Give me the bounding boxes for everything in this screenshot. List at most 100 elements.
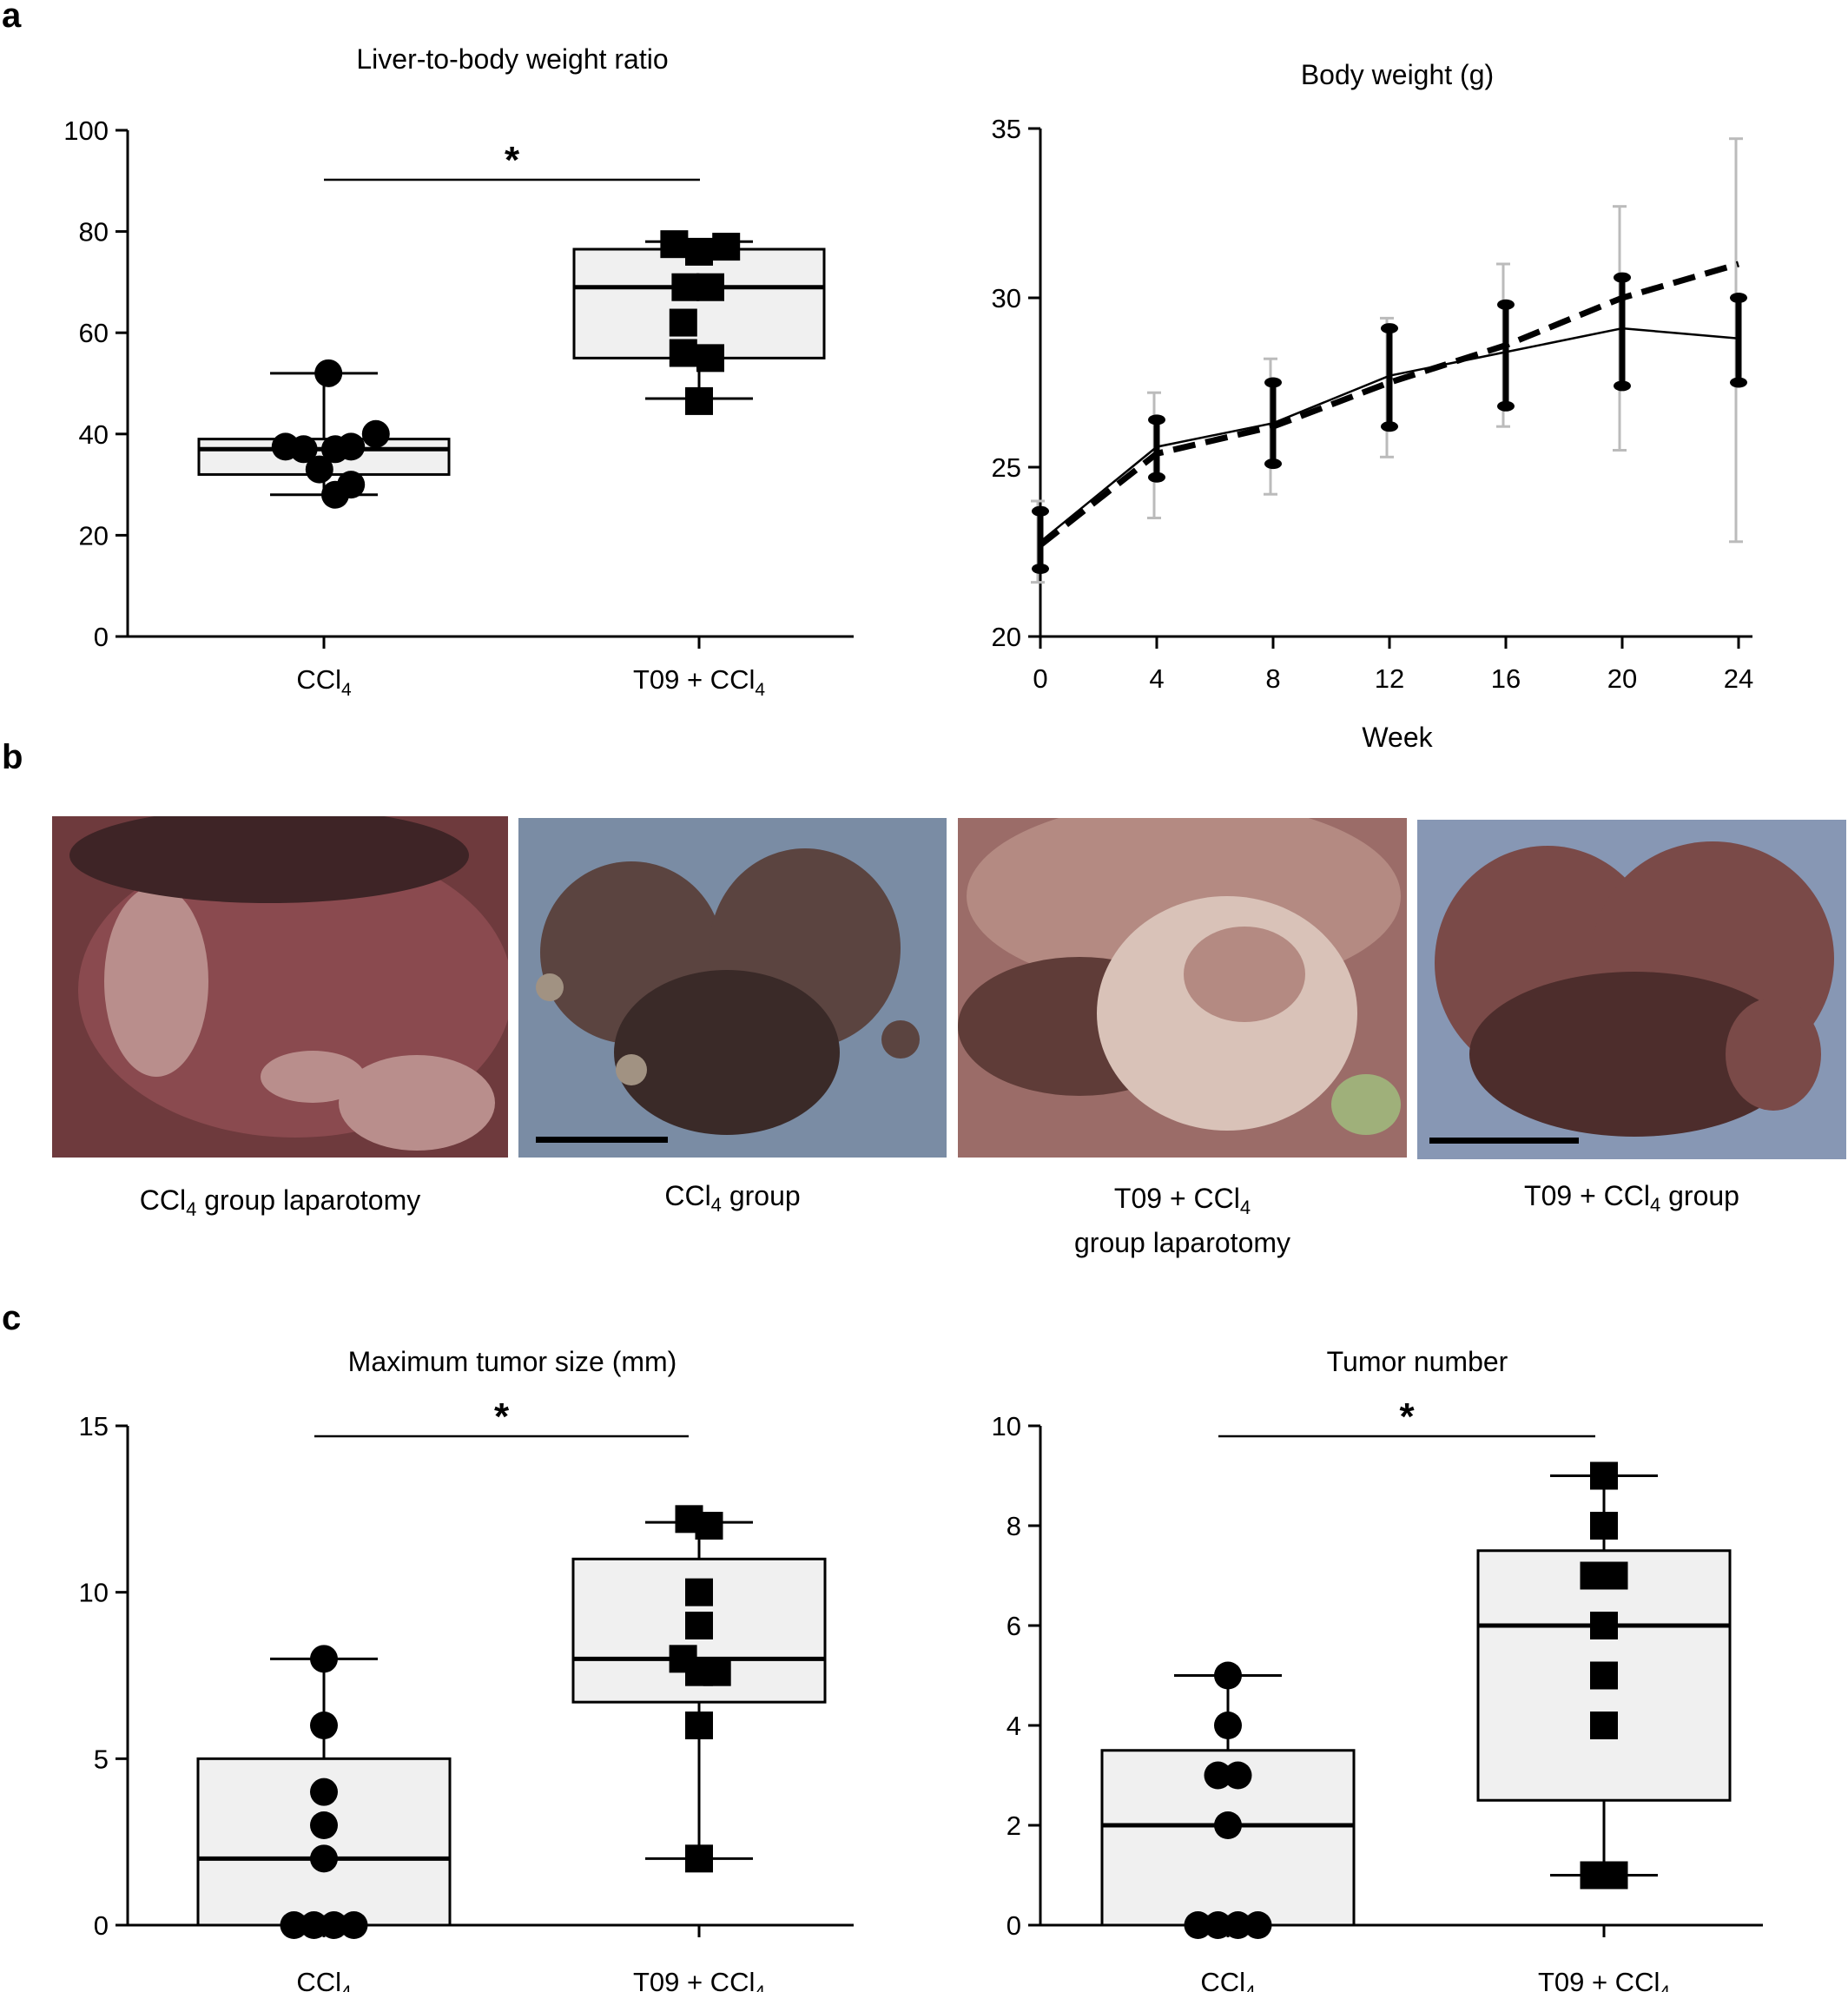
data-point [1184, 1911, 1212, 1939]
significance-star: * [505, 139, 520, 181]
data-point [289, 435, 318, 464]
data-point [300, 1911, 328, 1939]
y-tick-label: 10 [992, 1411, 1021, 1441]
data-point [305, 455, 333, 484]
photo-ccl4-group [518, 818, 947, 1158]
y-tick-label: 5 [94, 1744, 109, 1774]
x-tick-label: CCl4 [296, 1967, 352, 1992]
data-point [1214, 1811, 1242, 1839]
x-tick-label: 20 [1607, 663, 1637, 694]
x-tick-label: 24 [1724, 663, 1753, 694]
y-tick-label: 60 [79, 318, 109, 348]
body-weight-chart: 20 25 30 35 0 4 8 12 16 20 24 Body weight (g) Week [992, 59, 1754, 753]
error-cap-dashed [1497, 400, 1515, 412]
chart-title: Maximum tumor size (mm) [348, 1346, 677, 1377]
x-tick-label: T09 + CCl4 [633, 1967, 765, 1992]
y-tick-label: 0 [94, 1910, 109, 1941]
photo-t09-group [1417, 820, 1846, 1159]
data-point [1590, 1512, 1618, 1540]
data-point [314, 359, 343, 387]
error-cap-dashed [1032, 505, 1049, 517]
scale-bar [1429, 1138, 1579, 1144]
series-line-dashed [1038, 261, 1739, 548]
x-tick-label: CCl4 [296, 664, 352, 700]
data-point [695, 1512, 723, 1540]
data-point [1224, 1911, 1252, 1939]
data-point [1214, 1712, 1242, 1739]
error-cap-dashed [1148, 414, 1165, 425]
x-tick-label: 16 [1491, 663, 1521, 694]
caption-ccl4-laparotomy: CCl4 group laparotomy [139, 1184, 421, 1220]
data-point [685, 1578, 713, 1606]
caption-ccl4-group: CCl4 group [664, 1180, 801, 1216]
data-point [660, 230, 689, 259]
caption-t09-laparotomy: T09 + CCl4 group laparotomy [1073, 1183, 1291, 1258]
data-point [685, 1844, 713, 1873]
y-tick-label: 10 [79, 1578, 109, 1608]
data-point [1244, 1911, 1272, 1939]
data-point [696, 273, 724, 301]
tumor-size-chart: 0 5 10 15 Maximum tumor size (mm) CCl4 T09 + C… [79, 1346, 854, 1992]
y-tick-label: 8 [1006, 1511, 1021, 1541]
panel-label-a: a [2, 0, 22, 35]
data-point [1600, 1861, 1628, 1890]
y-tick-label: 15 [79, 1411, 109, 1441]
x-tick-label: 12 [1375, 663, 1404, 694]
error-cap-dashed [1264, 458, 1282, 470]
data-point [310, 1844, 338, 1873]
data-point [280, 1911, 308, 1939]
data-point [669, 339, 697, 367]
data-point [703, 1658, 731, 1686]
error-cap-dashed [1264, 377, 1282, 388]
data-point [685, 237, 713, 266]
data-point [1590, 1461, 1618, 1490]
x-tick-label: T09 + CCl4 [1538, 1967, 1670, 1992]
x-tick-label: 4 [1149, 663, 1164, 694]
data-point [310, 1778, 338, 1806]
y-tick-label: 20 [79, 520, 109, 551]
error-cap-dashed [1381, 323, 1398, 334]
data-point [671, 273, 700, 301]
data-point [361, 419, 390, 448]
x-tick-label: T09 + CCl4 [633, 664, 765, 700]
error-cap-dashed [1730, 293, 1747, 303]
y-tick-label: 6 [1006, 1611, 1021, 1641]
data-point [669, 308, 697, 337]
y-tick-label: 80 [79, 217, 109, 247]
panel-label-b: b [2, 738, 23, 776]
photo-t09-laparotomy [958, 818, 1407, 1158]
data-point [685, 386, 713, 415]
data-point [696, 344, 724, 373]
error-cap-dashed [1381, 421, 1398, 432]
x-tick-label: 8 [1265, 663, 1280, 694]
error-cap-dashed [1730, 377, 1747, 388]
error-cap-dashed [1614, 380, 1631, 392]
data-point [1590, 1712, 1618, 1739]
y-tick-label: 0 [94, 622, 109, 652]
error-cap-dashed [1614, 272, 1631, 283]
y-tick-label: 4 [1006, 1711, 1021, 1741]
data-point [1600, 1561, 1628, 1590]
data-point [1214, 1661, 1242, 1690]
data-point [310, 1811, 338, 1839]
data-point [685, 1612, 713, 1639]
caption-t09-group: T09 + CCl4 group [1524, 1180, 1739, 1216]
series-line-solid [1040, 327, 1739, 543]
photo-ccl4-laparotomy-image [52, 816, 508, 1158]
y-tick-label: 25 [992, 452, 1021, 483]
data-point [1204, 1761, 1232, 1790]
axes: 0 5 10 15 [79, 1411, 854, 1941]
scale-bar [536, 1137, 668, 1143]
x-tick-label: CCl4 [1200, 1967, 1256, 1992]
x-axis-label: Week [1362, 722, 1433, 753]
photo-ccl4-laparotomy [52, 816, 508, 1158]
data-point [685, 1712, 713, 1739]
significance-star: * [1399, 1395, 1415, 1438]
data-point [320, 1911, 348, 1939]
tumor-number-chart: 0 2 4 6 8 10 Tumor number CCl4 T09 + CCl4 * [992, 1346, 1763, 1992]
data-point [337, 471, 366, 499]
y-tick-label: 20 [992, 622, 1021, 652]
data-point [310, 1645, 338, 1673]
chart-title: Tumor number [1327, 1346, 1508, 1377]
y-tick-label: 2 [1006, 1811, 1021, 1841]
